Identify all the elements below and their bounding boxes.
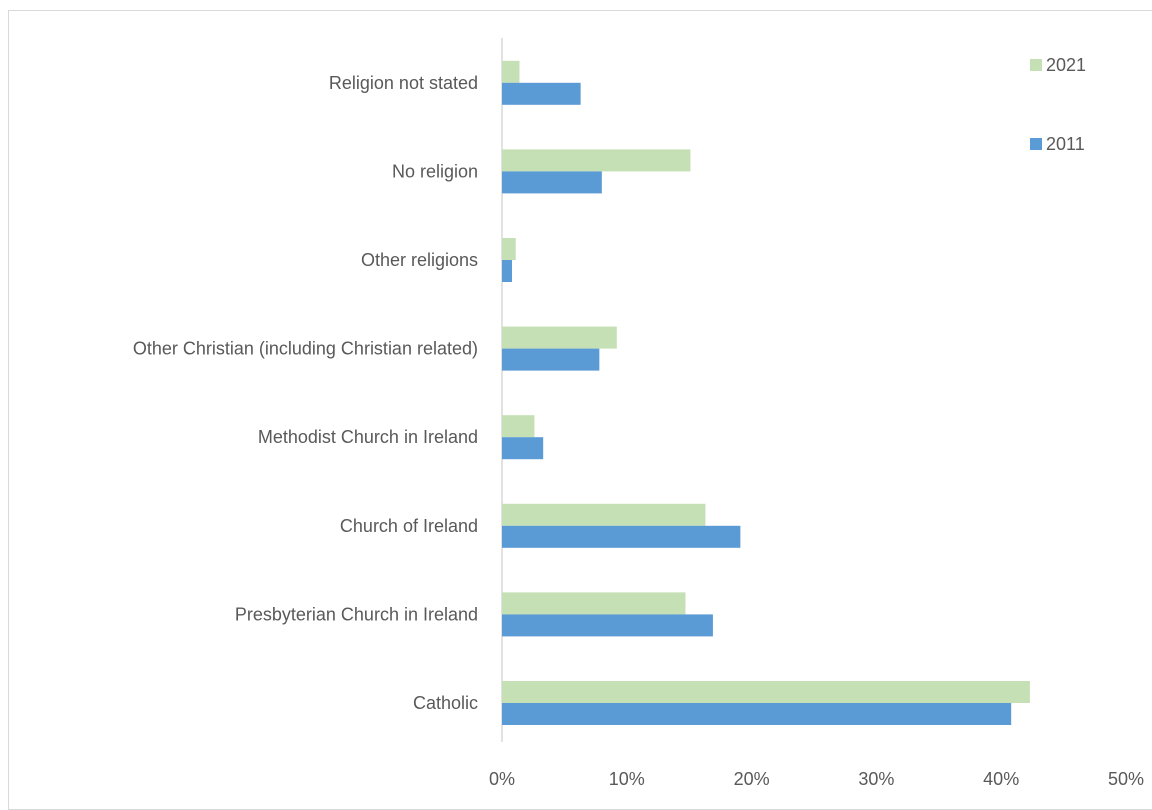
bar-2021-other-christian-including-christian-related: [502, 326, 617, 349]
bar-2011-presbyterian-church-in-ireland: [502, 614, 713, 637]
category-label: Methodist Church in Ireland: [258, 427, 478, 447]
x-axis-tick-labels: 0% 10% 20% 30% 40% 50%: [489, 769, 1144, 789]
legend: 2021 2011: [1030, 55, 1086, 154]
bar-2011-other-christian-including-christian-related: [502, 348, 600, 371]
x-tick-label: 30%: [858, 769, 894, 789]
category-label: Church of Ireland: [340, 516, 478, 536]
category-label: Other religions: [361, 250, 478, 270]
x-tick-label: 40%: [983, 769, 1019, 789]
category-label: Religion not stated: [329, 73, 478, 93]
x-tick-label: 10%: [609, 769, 645, 789]
bar-2021-religion-not-stated: [502, 60, 520, 83]
bar-2011-religion-not-stated: [502, 82, 581, 105]
category-labels: Catholic Presbyterian Church in Ireland Ch…: [133, 73, 478, 713]
legend-swatch-2021: [1030, 59, 1042, 71]
bar-2011-catholic: [502, 703, 1012, 725]
bar-2021-church-of-ireland: [502, 503, 706, 526]
bar-2021-methodist-church-in-ireland: [502, 415, 535, 438]
plot-area: [501, 38, 1030, 742]
x-tick-label: 0%: [489, 769, 515, 789]
category-label: No religion: [392, 161, 478, 181]
bar-2011-other-religions: [502, 260, 512, 282]
category-label: Presbyterian Church in Ireland: [235, 604, 478, 624]
x-tick-label: 50%: [1108, 769, 1144, 789]
legend-label-2021: 2021: [1046, 55, 1086, 75]
bar-2011-methodist-church-in-ireland: [502, 437, 544, 460]
bar-2021-catholic: [502, 681, 1030, 703]
category-label: Other Christian (including Christian rel…: [133, 339, 478, 359]
legend-label-2011: 2011: [1046, 134, 1085, 154]
bar-2021-other-religions: [502, 238, 516, 260]
x-tick-label: 20%: [734, 769, 770, 789]
chart-frame: [8, 10, 1152, 810]
legend-swatch-2011: [1030, 138, 1042, 150]
bar-2011-no-religion: [502, 171, 602, 194]
bar-2011-church-of-ireland: [502, 525, 741, 548]
bar-2021-presbyterian-church-in-ireland: [502, 592, 686, 615]
bar-2021-no-religion: [502, 149, 691, 172]
category-label: Catholic: [413, 693, 478, 713]
